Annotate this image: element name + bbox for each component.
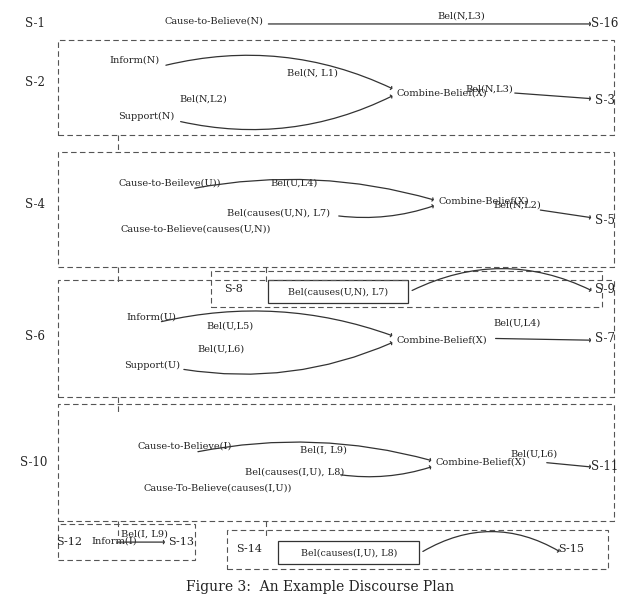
Text: Figure 3:  An Example Discourse Plan: Figure 3: An Example Discourse Plan [186,580,454,594]
Text: Inform(I): Inform(I) [91,536,137,546]
Text: Bel(N,L2): Bel(N,L2) [180,94,227,104]
Text: Cause-to-Beileve(U)): Cause-to-Beileve(U)) [118,178,221,187]
Text: S-9: S-9 [595,283,615,296]
Text: Bel(N, L1): Bel(N, L1) [287,68,338,78]
Text: Cause-to-Believe(I): Cause-to-Believe(I) [138,441,232,451]
Text: Inform(N): Inform(N) [109,55,159,65]
Text: S-5: S-5 [595,214,615,227]
Text: S-3: S-3 [595,94,615,107]
Text: Bel(causes(I,U), L8): Bel(causes(I,U), L8) [301,548,397,558]
Text: S-12: S-12 [56,537,82,547]
Text: Bel(I, L9): Bel(I, L9) [120,530,168,539]
Text: Bel(U,L5): Bel(U,L5) [207,322,254,331]
Text: Bel(causes(U,N), L7): Bel(causes(U,N), L7) [288,287,388,297]
Text: S-14: S-14 [237,544,262,554]
Text: Bel(N,L2): Bel(N,L2) [493,200,541,210]
Text: S-15: S-15 [559,544,584,554]
Text: Bel(I, L9): Bel(I, L9) [300,446,347,455]
Text: Bel(causes(I,U), L8): Bel(causes(I,U), L8) [244,467,344,477]
Text: Bel(N,L3): Bel(N,L3) [437,11,484,20]
Text: S-2: S-2 [25,76,45,89]
Text: S-13: S-13 [168,537,194,547]
Text: Bel(U,L4): Bel(U,L4) [271,178,318,187]
Text: Cause-To-Believe(causes(I,U)): Cause-To-Believe(causes(I,U)) [143,483,292,493]
Text: S-7: S-7 [595,332,615,345]
Text: Combine-Belief(X): Combine-Belief(X) [435,458,526,467]
Text: S-10: S-10 [20,456,47,469]
Text: Cause-to-Believe(N): Cause-to-Believe(N) [165,16,264,26]
Text: Combine-Belief(X): Combine-Belief(X) [438,196,529,205]
Text: Bel(U,L4): Bel(U,L4) [493,319,541,328]
Text: S-4: S-4 [25,198,45,211]
Text: Support(U): Support(U) [124,361,180,370]
Text: S-1: S-1 [25,17,45,31]
Text: Cause-to-Believe(causes(U,N)): Cause-to-Believe(causes(U,N)) [120,224,270,234]
Text: Combine-Belief(X): Combine-Belief(X) [397,335,488,345]
Text: Bel(causes(U,N), L7): Bel(causes(U,N), L7) [227,208,330,217]
Text: Bel(N,L3): Bel(N,L3) [466,84,513,93]
Text: Support(N): Support(N) [118,112,174,122]
Text: Bel(U,L6): Bel(U,L6) [197,344,244,353]
Text: Combine-Belief(X): Combine-Belief(X) [397,88,488,98]
Text: S-11: S-11 [591,459,618,473]
Text: Inform(U): Inform(U) [127,313,177,322]
Text: Bel(U,L6): Bel(U,L6) [511,449,558,459]
Text: S-6: S-6 [25,330,45,343]
Text: S-16: S-16 [591,17,618,31]
Text: S-8: S-8 [224,285,243,294]
